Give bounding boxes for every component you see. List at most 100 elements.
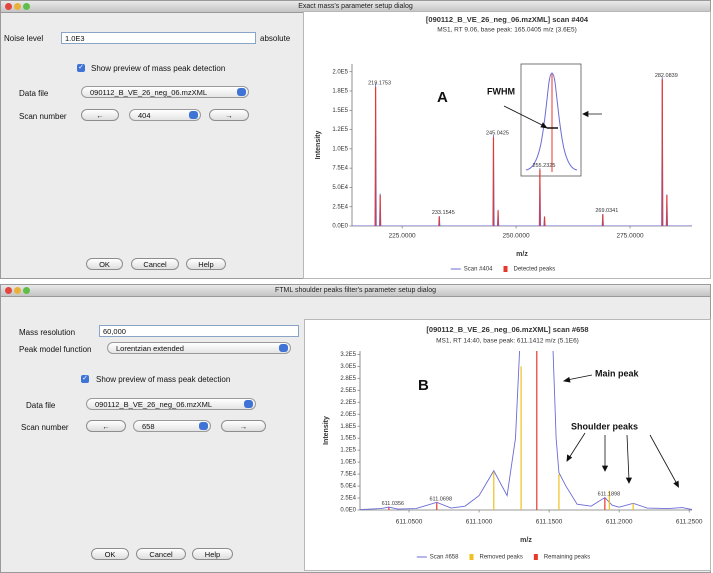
dialog-title: FTML shoulder peaks filter's parameter s… [275,287,436,294]
y-tick-label: 7.5E4 [340,472,356,478]
x-tick-label: 611.2000 [606,519,633,526]
select[interactable]: Lorentzian extended [107,342,291,354]
chart-subtitle: MS1, RT 14:40, base peak: 611.1412 m/z (… [436,338,579,345]
y-axis-label: Intensity [315,131,322,160]
y-axis-label: Intensity [323,416,330,445]
button[interactable]: → [209,109,249,121]
select[interactable]: 090112_B_VE_26_neg_06.mzXML [81,86,249,98]
window-controls[interactable] [5,287,32,298]
label: Data file [26,401,55,410]
select[interactable]: 658 [133,420,211,432]
y-tick-label: 5.0E4 [340,484,356,490]
y-tick-label: 2.5E4 [340,496,356,502]
y-tick-label: 2.0E5 [332,69,348,75]
button[interactable]: Help [192,548,233,560]
x-tick-label: 225.0000 [389,233,416,240]
y-tick-label: 1.8E5 [332,89,348,95]
annotation: Main peak [595,368,640,378]
chart: [090112_B_VE_26_neg_06.mzXML] scan #658 M… [305,320,710,570]
checkbox[interactable]: ✓ [81,375,89,383]
window-controls[interactable] [5,3,32,14]
legend: Scan #658 Removed peaks Remaining peaks [417,554,590,561]
x-tick-label: 611.2500 [676,519,703,526]
y-tick-label: 5.0E4 [332,185,348,191]
y-tick-label: 3.0E5 [340,364,356,370]
button[interactable]: Help [186,258,226,270]
dialog-title: Exact mass's parameter setup dialog [298,3,413,10]
text-input[interactable]: 1.0E3 [61,32,256,44]
text-input[interactable]: 60,000 [99,325,299,337]
y-tick-label: 2.2E5 [340,400,356,406]
legend-label: Scan #658 [430,555,459,561]
select[interactable]: 404 [129,109,201,121]
label: Scan number [19,112,67,121]
zoom-inset [521,64,581,176]
y-tick-label: 2.5E5 [340,388,356,394]
y-tick-label: 2.8E5 [340,376,356,382]
chart: [090112_B_VE_26_neg_06.mzXML] scan #404 M… [304,12,710,278]
chart-title: [090112_B_VE_26_neg_06.mzXML] scan #658 [426,325,588,334]
checkbox-label: Show preview of mass peak detection [96,375,230,384]
peak-label: 255.2325 [532,163,555,169]
button[interactable]: Cancel [136,548,186,560]
legend-swatch [534,554,538,560]
legend-label: Detected peaks [514,267,556,273]
chart-panel: [090112_B_VE_26_neg_06.mzXML] scan #404 M… [303,11,711,279]
y-tick-label: 0.0E0 [332,224,348,230]
y-tick-label: 7.5E4 [332,166,348,172]
y-tick-label: 1.5E5 [340,436,356,442]
peak-label: 611.0356 [382,501,405,507]
button[interactable]: OK [91,548,129,560]
label: Scan number [21,423,69,432]
checkbox-label: Show preview of mass peak detection [91,64,225,73]
legend-label: Remaining peaks [544,555,590,561]
page: {"dialogs": [ {"title": "Exact mass's pa… [0,0,713,573]
label: Mass resolution [19,328,75,337]
label: absolute [260,34,290,43]
button[interactable]: → [221,420,266,432]
y-tick-label: 2.0E5 [340,412,356,418]
peak-label: 611.1898 [598,491,621,497]
y-tick-label: 1.5E5 [332,108,348,114]
legend: Scan #404Detected peaks [451,266,555,273]
label: Data file [19,89,48,98]
peak-label: 245.0425 [486,131,509,137]
x-tick-label: 611.1500 [536,519,563,526]
x-tick-label: 275.0000 [616,233,643,240]
checkbox[interactable]: ✓ [77,64,85,72]
x-axis-label: m/z [520,537,532,544]
button[interactable]: OK [86,258,123,270]
annotation: A [437,89,448,106]
annotation: B [418,377,429,394]
x-tick-label: 611.1000 [466,519,493,526]
label: Peak model function [19,345,92,354]
annotation: Shoulder peaks [571,421,638,431]
legend-label: Removed peaks [479,555,522,561]
button[interactable]: ← [81,109,119,121]
peak-label: 233.1545 [432,210,455,216]
y-tick-label: 0.0E0 [340,508,356,514]
y-tick-label: 1.8E5 [340,424,356,430]
y-tick-label: 1.0E5 [332,146,348,152]
select[interactable]: 090112_B_VE_26_neg_06.mzXML [86,398,256,410]
button[interactable]: ← [86,420,126,432]
chart-title: [090112_B_VE_26_neg_06.mzXML] scan #404 [426,15,589,24]
annotation: FWHM [487,86,515,96]
dialog: FTML shoulder peaks filter's parameter s… [0,284,711,573]
button[interactable]: Cancel [131,258,179,270]
legend-swatch [504,266,508,272]
title-bar: FTML shoulder peaks filter's parameter s… [1,285,710,297]
peak-label: 219.1753 [368,81,391,87]
series-line [360,320,692,510]
peak-label: 282.0839 [655,73,678,79]
chart-panel: [090112_B_VE_26_neg_06.mzXML] scan #658 M… [304,319,711,571]
peak-label: 611.0698 [429,496,452,502]
peak-label: 269.0341 [595,208,618,214]
chart-subtitle: MS1, RT 9.06, base peak: 165.0405 m/z (3… [437,27,577,34]
y-tick-label: 1.2E5 [332,127,348,133]
x-axis-label: m/z [516,251,528,258]
y-tick-label: 1.0E5 [340,460,356,466]
y-tick-label: 3.2E5 [340,352,356,358]
y-tick-label: 2.5E4 [332,204,348,210]
x-tick-label: 611.0500 [396,519,423,526]
